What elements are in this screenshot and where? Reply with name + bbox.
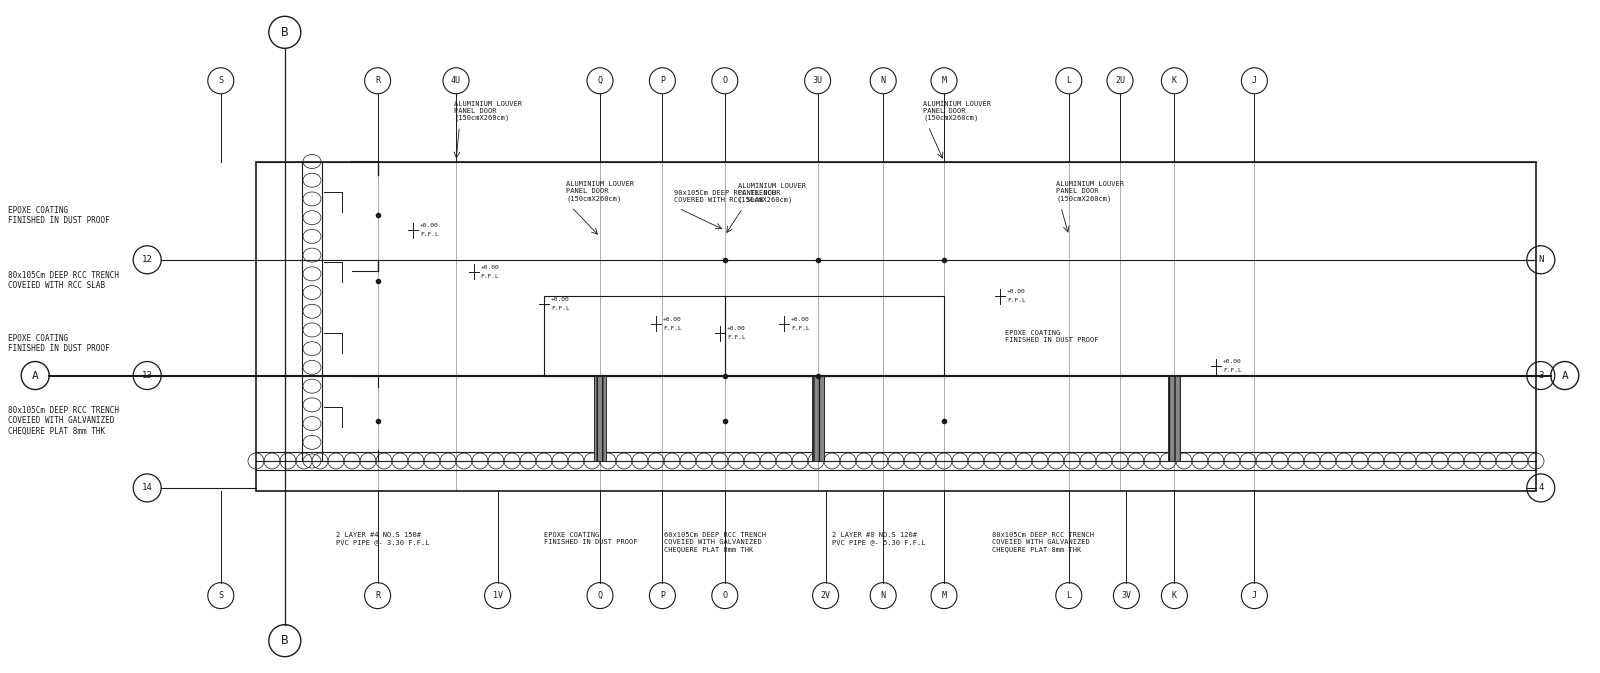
Text: R: R: [374, 591, 381, 600]
Text: P: P: [659, 76, 666, 85]
Text: ALUMINIUM LOUVER
PANEL DOOR
(150cmX260cm): ALUMINIUM LOUVER PANEL DOOR (150cmX260cm…: [566, 182, 634, 202]
Text: S: S: [218, 76, 224, 85]
Text: ALUMINIUM LOUVER
PANEL DOOR
(150cmX260cm): ALUMINIUM LOUVER PANEL DOOR (150cmX260cm…: [1056, 182, 1123, 202]
Text: 4: 4: [1538, 483, 1544, 493]
Text: EPOXE COATING
FINISHED IN DUST PROOF: EPOXE COATING FINISHED IN DUST PROOF: [8, 334, 110, 353]
Bar: [725, 296, 944, 376]
Text: +0.00: +0.00: [790, 317, 810, 322]
Text: K: K: [1171, 591, 1178, 600]
Text: +0.00: +0.00: [726, 326, 746, 331]
Text: +0.00: +0.00: [662, 317, 682, 322]
Bar: [811, 376, 824, 461]
Text: O: O: [722, 591, 728, 600]
Text: +0.00: +0.00: [419, 223, 438, 228]
Text: 2 LAYER #4 NO.S 150#
PVC PIPE @- 3.30 F.F.L: 2 LAYER #4 NO.S 150# PVC PIPE @- 3.30 F.…: [336, 532, 429, 545]
Text: P: P: [659, 591, 666, 600]
Text: 2 LAYER #8 NO.S 120#
PVC PIPE @- 5.30 F.F.L: 2 LAYER #8 NO.S 120# PVC PIPE @- 5.30 F.…: [832, 532, 925, 545]
Text: B: B: [282, 634, 288, 647]
Text: 2V: 2V: [821, 591, 830, 600]
Text: F.F.L: F.F.L: [726, 335, 746, 340]
Text: +0.00: +0.00: [1222, 359, 1242, 364]
Text: ALUMINIUM LOUVER
PANEL DOOR
(150cmX260cm): ALUMINIUM LOUVER PANEL DOOR (150cmX260cm…: [454, 101, 522, 121]
Text: 2U: 2U: [1115, 76, 1125, 85]
Text: A: A: [1562, 371, 1568, 380]
Text: 13: 13: [142, 371, 152, 380]
Text: M: M: [941, 591, 947, 600]
Text: F.F.L: F.F.L: [480, 274, 499, 279]
Bar: [594, 376, 606, 461]
Text: F.F.L: F.F.L: [550, 306, 570, 311]
Text: K: K: [1171, 76, 1178, 85]
Text: F.F.L: F.F.L: [790, 326, 810, 330]
Text: N: N: [880, 76, 886, 85]
Bar: [1168, 376, 1181, 461]
Text: F.F.L: F.F.L: [419, 232, 438, 237]
Text: A: A: [32, 371, 38, 380]
Text: J: J: [1251, 591, 1258, 600]
Text: F.F.L: F.F.L: [662, 326, 682, 330]
Text: 14: 14: [142, 483, 152, 493]
Text: L: L: [1066, 76, 1072, 85]
Text: L: L: [1066, 591, 1072, 600]
Text: 90x105Cm DEEP RCC TRENCH
COVERED WITH RCC SLAB: 90x105Cm DEEP RCC TRENCH COVERED WITH RC…: [674, 190, 776, 203]
Text: 1V: 1V: [493, 591, 502, 600]
Text: O: O: [722, 76, 728, 85]
Text: 80x105Cm DEEP RCC TRENCH
COVEIED WITH GALVANIZED
CHEQUERE PLAT 8mm THK: 80x105Cm DEEP RCC TRENCH COVEIED WITH GA…: [992, 532, 1094, 552]
Text: M: M: [941, 76, 947, 85]
Text: +0.00: +0.00: [1006, 289, 1026, 294]
Text: EPOXE COATING
FINISHED IN DUST PROOF: EPOXE COATING FINISHED IN DUST PROOF: [8, 206, 110, 225]
Text: B: B: [282, 26, 288, 39]
Text: EPOXE COATING
FINISHED IN DUST PROOF: EPOXE COATING FINISHED IN DUST PROOF: [544, 532, 637, 545]
Text: 3U: 3U: [813, 76, 822, 85]
Text: N: N: [1538, 255, 1544, 264]
Text: 80x105Cm DEEP RCC TRENCH
COVEIED WITH RCC SLAB: 80x105Cm DEEP RCC TRENCH COVEIED WITH RC…: [8, 271, 118, 290]
Text: +0.00: +0.00: [550, 297, 570, 302]
Text: 3: 3: [1538, 371, 1544, 380]
Text: 3V: 3V: [1122, 591, 1131, 600]
Text: 12: 12: [142, 255, 152, 264]
Text: ALUMINIUM LOUVER
PANEL DOOR
(150cmX260cm): ALUMINIUM LOUVER PANEL DOOR (150cmX260cm…: [738, 183, 806, 203]
Text: EPOXE COATING
FINISHED IN DUST PROOF: EPOXE COATING FINISHED IN DUST PROOF: [1005, 330, 1098, 343]
Text: R: R: [374, 76, 381, 85]
Text: Q: Q: [597, 76, 603, 85]
Bar: [544, 296, 725, 376]
Text: J: J: [1251, 76, 1258, 85]
Text: F.F.L: F.F.L: [1006, 298, 1026, 303]
Text: ALUMINIUM LOUVER
PANEL DOOR
(150cmX260cm): ALUMINIUM LOUVER PANEL DOOR (150cmX260cm…: [923, 101, 990, 121]
Text: N: N: [880, 591, 886, 600]
Text: +0.00: +0.00: [480, 265, 499, 270]
Text: S: S: [218, 591, 224, 600]
Text: 60x105Cm DEEP RCC TRENCH
COVEIED WITH GALVANIZED
CHEQUERE PLAT 8mm THK: 60x105Cm DEEP RCC TRENCH COVEIED WITH GA…: [664, 532, 766, 552]
Text: 80x105Cm DEEP RCC TRENCH
COVEIED WITH GALVANIZED
CHEQUERE PLAT 8mm THK: 80x105Cm DEEP RCC TRENCH COVEIED WITH GA…: [8, 406, 118, 435]
Text: Q: Q: [597, 591, 603, 600]
Text: 4U: 4U: [451, 76, 461, 85]
Text: F.F.L: F.F.L: [1222, 368, 1242, 373]
Bar: [256, 162, 1536, 491]
